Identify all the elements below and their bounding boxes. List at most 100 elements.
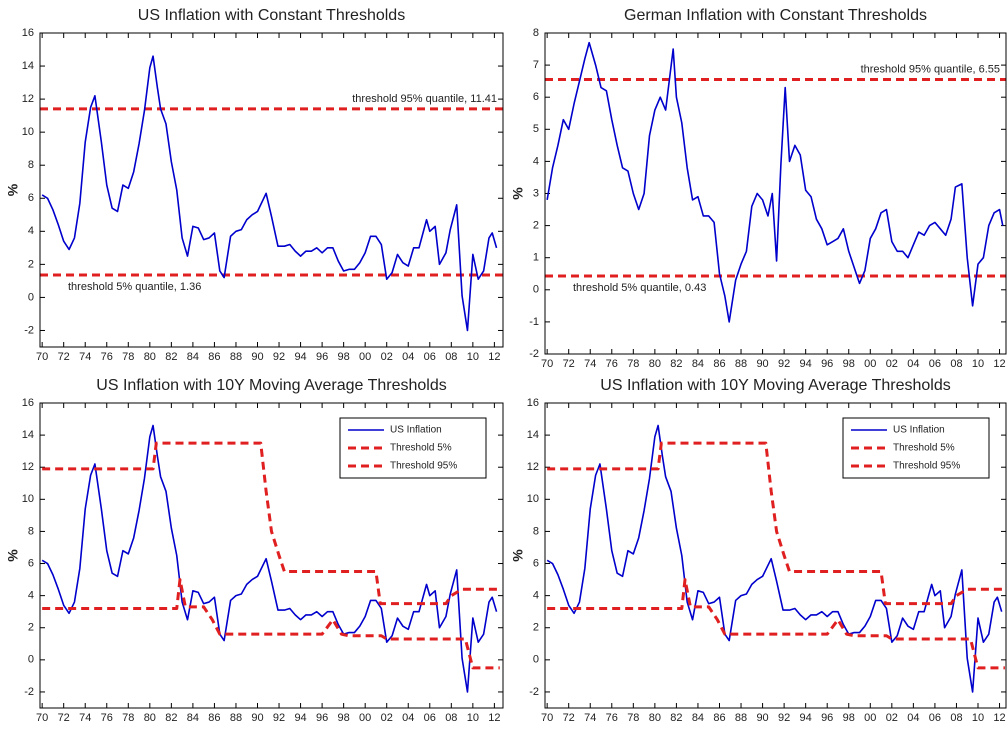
threshold-label: threshold 5% quantile, 1.36: [68, 281, 201, 293]
y-tick-label: 0: [28, 654, 34, 666]
legend-label: Threshold 5%: [893, 443, 955, 454]
plot-area: [40, 33, 503, 347]
x-tick-label: 70: [36, 712, 48, 724]
y-tick-label: 3: [533, 187, 539, 199]
y-axis-label: %: [510, 549, 526, 562]
series-line: [41, 424, 498, 693]
x-tick-label: 96: [821, 358, 833, 370]
y-tick-label: 12: [527, 461, 539, 473]
legend-label: Threshold 95%: [893, 461, 960, 472]
x-tick-label: 04: [402, 351, 414, 363]
subplot: German Inflation with Constant Threshold…: [510, 7, 1007, 370]
x-tick-label: 86: [713, 712, 725, 724]
x-tick-label: 96: [316, 351, 328, 363]
x-tick-label: 98: [843, 358, 855, 370]
x-tick-label: 10: [467, 351, 479, 363]
y-tick-label: 16: [527, 397, 539, 409]
x-tick-label: 98: [338, 351, 350, 363]
y-tick-label: 7: [533, 59, 539, 71]
plot-frame: [544, 402, 1007, 709]
subplot: US Inflation with 10Y Moving Average Thr…: [5, 377, 504, 724]
plot-content: [546, 424, 1005, 693]
x-tick-label: 06: [424, 712, 436, 724]
legend-label: Threshold 95%: [390, 461, 457, 472]
x-tick-label: 02: [886, 358, 898, 370]
y-tick-label: 0: [533, 654, 539, 666]
y-axis-label: %: [510, 187, 526, 200]
x-tick-label: 00: [359, 351, 371, 363]
y-tick-label: 14: [22, 60, 34, 72]
x-tick-label: 78: [627, 712, 639, 724]
subplot: US Inflation with Constant Thresholds% -2…: [5, 7, 504, 363]
x-tick-label: 00: [359, 712, 371, 724]
y-tick-label: -1: [529, 316, 539, 328]
series-line: [547, 578, 1005, 670]
y-tick-label: 14: [22, 429, 34, 441]
x-tick-label: 92: [778, 712, 790, 724]
x-tick-label: 82: [165, 712, 177, 724]
y-tick-label: 8: [28, 159, 34, 171]
x-tick-label: 70: [541, 712, 553, 724]
x-tick-label: 04: [907, 358, 919, 370]
y-tick-label: 2: [28, 622, 34, 634]
x-tick-label: 90: [251, 351, 263, 363]
x-tick-label: 90: [756, 358, 768, 370]
y-tick-label: 4: [28, 590, 34, 602]
y-tick-label: 0: [28, 291, 34, 303]
x-tick-label: 82: [670, 712, 682, 724]
x-tick-label: 90: [756, 712, 768, 724]
x-tick-label: 76: [101, 351, 113, 363]
x-tick-label: 94: [800, 712, 812, 724]
x-tick-label: 74: [584, 358, 596, 370]
plot-content: [40, 55, 503, 332]
x-tick-label: 00: [864, 712, 876, 724]
x-tick-label: 98: [338, 712, 350, 724]
chart-title: US Inflation with 10Y Moving Average Thr…: [96, 377, 446, 394]
x-tick-label: 78: [122, 351, 134, 363]
x-tick-label: 12: [993, 358, 1005, 370]
x-tick-label: 74: [79, 712, 91, 724]
y-tick-label: 8: [533, 525, 539, 537]
x-tick-label: 96: [316, 712, 328, 724]
y-tick-label: -2: [529, 686, 539, 698]
y-tick-label: 0: [533, 284, 539, 296]
plot-area: [545, 33, 1006, 354]
x-tick-label: 82: [165, 351, 177, 363]
x-tick-label: 00: [864, 358, 876, 370]
x-tick-label: 12: [488, 351, 500, 363]
y-tick-label: 10: [527, 493, 539, 505]
x-tick-label: 98: [843, 712, 855, 724]
x-tick-label: 70: [36, 351, 48, 363]
y-tick-label: 6: [28, 557, 34, 569]
x-tick-label: 84: [692, 358, 704, 370]
x-tick-label: 02: [886, 712, 898, 724]
x-tick-label: 10: [467, 712, 479, 724]
x-tick-label: 02: [381, 712, 393, 724]
plot-content: [41, 424, 500, 693]
x-tick-label: 08: [445, 351, 457, 363]
series-line: [546, 424, 1003, 693]
y-tick-label: 6: [533, 91, 539, 103]
x-tick-label: 06: [929, 712, 941, 724]
x-tick-label: 08: [950, 712, 962, 724]
y-tick-label: 12: [22, 461, 34, 473]
y-tick-label: 10: [22, 126, 34, 138]
x-tick-label: 86: [208, 351, 220, 363]
x-tick-label: 80: [144, 712, 156, 724]
x-tick-label: 76: [606, 358, 618, 370]
plot-content: [545, 41, 1006, 323]
chart-title: US Inflation with 10Y Moving Average Thr…: [600, 377, 950, 394]
x-tick-label: 84: [692, 712, 704, 724]
y-tick-label: 16: [22, 27, 34, 39]
y-tick-label: 10: [22, 493, 34, 505]
x-tick-label: 88: [735, 712, 747, 724]
x-tick-label: 10: [972, 712, 984, 724]
x-tick-label: 74: [79, 351, 91, 363]
y-tick-label: 8: [28, 525, 34, 537]
legend-label: US Inflation: [390, 425, 442, 436]
x-tick-label: 76: [101, 712, 113, 724]
y-tick-label: -2: [24, 686, 34, 698]
y-tick-label: 12: [22, 93, 34, 105]
x-tick-label: 70: [541, 358, 553, 370]
